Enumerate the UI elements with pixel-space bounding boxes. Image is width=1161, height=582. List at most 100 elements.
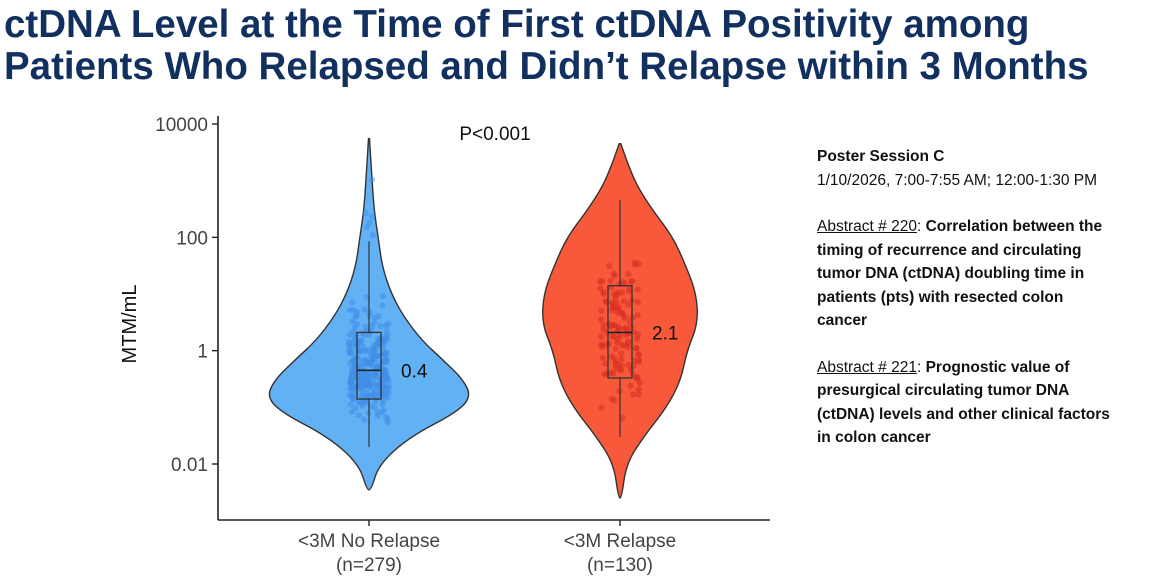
data-point <box>366 382 373 389</box>
data-point <box>623 331 630 338</box>
y-axis-label: MTM/mL <box>119 285 141 364</box>
data-point <box>353 321 361 328</box>
abstract-221-sep: : <box>916 358 926 376</box>
abstract-221: Abstract # 221: Prognostic value of pres… <box>817 356 1157 450</box>
data-point <box>598 307 605 314</box>
abstract-220-line: patients (pts) with resected colon <box>817 288 1064 306</box>
data-point <box>383 356 390 363</box>
data-point <box>615 326 622 333</box>
abstract-220-line: cancer <box>817 312 867 329</box>
abstract-221-line: (ctDNA) levels and other clinical factor… <box>817 405 1110 423</box>
data-point <box>625 361 632 369</box>
data-point <box>635 386 642 393</box>
data-point <box>615 304 623 311</box>
data-point <box>598 278 606 285</box>
p-value-annotation: P<0.001 <box>459 124 530 145</box>
data-point <box>614 335 622 343</box>
data-point <box>371 314 378 321</box>
outlier-point <box>368 176 376 183</box>
data-point <box>374 408 381 415</box>
data-point <box>362 323 369 331</box>
data-point <box>380 407 387 414</box>
outlier-point <box>362 209 369 216</box>
violin-body <box>541 142 699 499</box>
data-point <box>618 362 625 370</box>
data-point <box>360 363 368 370</box>
data-point <box>601 371 608 378</box>
x-tick-n-label: (n=130) <box>587 555 653 576</box>
data-point <box>603 298 610 306</box>
data-point <box>618 356 625 363</box>
data-point <box>600 322 607 329</box>
x-tick-label: <3M Relapse <box>564 531 676 552</box>
data-point <box>634 312 641 319</box>
data-point <box>352 405 359 412</box>
data-point <box>600 326 607 334</box>
data-point <box>380 366 388 373</box>
data-point <box>364 393 371 400</box>
data-point <box>346 331 353 338</box>
data-point <box>611 291 618 298</box>
slide-title: ctDNA Level at the Time of First ctDNA P… <box>4 4 1154 88</box>
y-tick-label: 0.01 <box>171 455 208 476</box>
data-point <box>630 391 637 398</box>
y-tick-label: 1 <box>197 342 208 363</box>
x-tick-label: <3M No Relapse <box>298 531 440 552</box>
data-point <box>349 299 356 306</box>
outlier-point <box>369 213 376 220</box>
data-point <box>367 359 375 366</box>
violin-group: 0.4 <3M No Relapse (n=279) <box>268 138 470 576</box>
data-point <box>383 328 390 335</box>
abstract-220: Abstract # 220: Correlation between the … <box>817 215 1157 333</box>
data-point <box>385 320 392 328</box>
poster-session-title: Poster Session C <box>817 148 945 165</box>
data-point <box>634 331 642 338</box>
data-point <box>599 354 606 362</box>
data-point <box>359 343 366 350</box>
data-point <box>619 414 626 422</box>
data-point <box>377 376 384 383</box>
data-point <box>635 260 642 267</box>
median-label: 2.1 <box>652 323 678 344</box>
data-point <box>350 356 358 363</box>
data-point <box>348 408 355 415</box>
data-point <box>607 369 614 377</box>
x-tick-n-label: (n=279) <box>336 555 402 576</box>
data-point <box>384 416 391 423</box>
data-point <box>370 319 378 326</box>
abstract-221-line: presurgical circulating tumor DNA <box>817 382 1070 399</box>
data-point <box>619 289 626 296</box>
data-point <box>374 384 381 391</box>
data-point <box>627 323 635 330</box>
data-point <box>627 278 634 286</box>
data-point <box>371 389 378 396</box>
abstract-220-sep: : <box>916 218 926 235</box>
median-label: 0.4 <box>401 361 428 382</box>
data-point <box>597 342 604 349</box>
iqr-box <box>356 331 382 400</box>
abstract-221-line: Prognostic value of <box>925 358 1070 376</box>
data-point <box>346 349 354 356</box>
data-point <box>355 399 363 406</box>
data-point <box>636 380 643 387</box>
data-point <box>607 323 615 330</box>
data-point <box>346 341 353 348</box>
data-point <box>620 312 627 319</box>
data-point <box>377 322 384 330</box>
abstract-220-label: Abstract # 220 <box>817 218 917 235</box>
data-point <box>611 355 618 362</box>
data-point <box>616 387 623 395</box>
data-point <box>612 345 619 352</box>
poster-info: Poster Session C 1/10/2026, 7:00-7:55 AM… <box>817 145 1157 450</box>
data-point <box>371 342 378 349</box>
data-point <box>608 299 616 306</box>
data-point <box>625 288 633 295</box>
data-point <box>625 270 632 278</box>
data-point <box>634 298 641 306</box>
abstract-221-label: Abstract # 221 <box>817 358 917 376</box>
data-point <box>635 391 642 398</box>
data-point <box>632 345 640 352</box>
data-point <box>598 316 605 323</box>
violin-group: 2.1 <3M Relapse (n=130) <box>541 142 699 576</box>
data-point <box>612 361 619 368</box>
